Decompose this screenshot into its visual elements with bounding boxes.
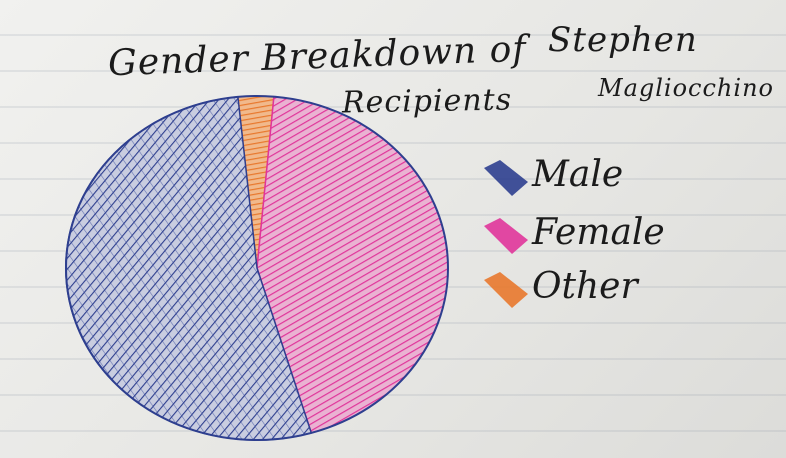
legend-label-male: Male xyxy=(532,154,624,195)
pie-outline xyxy=(65,95,449,441)
legend-label-female: Female xyxy=(532,212,665,253)
legend-swatch-female xyxy=(484,218,528,254)
legend-label-other: Other xyxy=(532,266,638,307)
legend-swatch-male xyxy=(484,160,528,196)
author-first-name: Stephen xyxy=(548,20,698,60)
author-last-name: Magliocchino xyxy=(598,74,774,102)
pie-slice-male-crosshatch xyxy=(65,96,312,441)
legend-swatch-other xyxy=(484,272,528,308)
